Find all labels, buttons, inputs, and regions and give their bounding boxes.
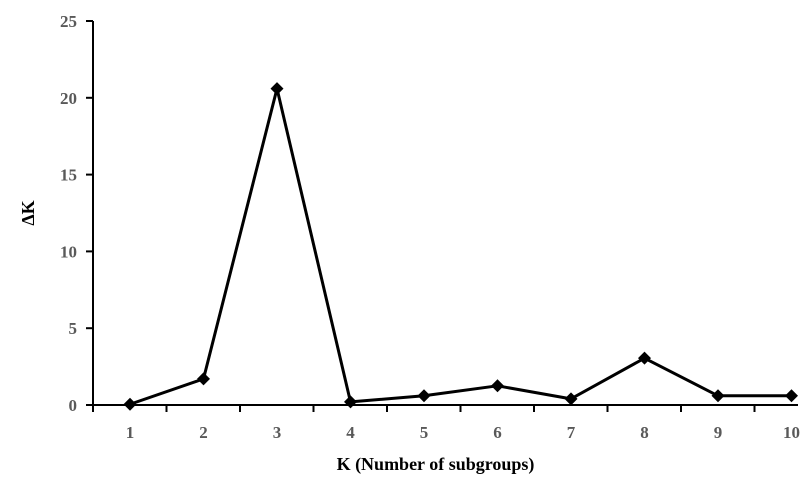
data-point-marker	[270, 82, 284, 96]
data-point-marker	[123, 397, 137, 411]
data-point-marker	[785, 389, 798, 403]
plot-area: 0 5 10 15 20 25 1 2 3 4 5 6 7 8 9 10	[60, 12, 800, 442]
x-tick-label: 8	[640, 423, 649, 442]
data-point-marker	[638, 351, 651, 365]
x-tick-label: 5	[420, 423, 429, 442]
y-axis-title: ΔK	[18, 200, 38, 225]
data-point-marker	[197, 372, 210, 386]
data-point-marker	[564, 392, 578, 406]
y-tick-label: 0	[69, 396, 78, 415]
data-point-marker	[491, 379, 504, 393]
series-line	[129, 87, 792, 406]
x-tick-label: 2	[199, 423, 208, 442]
x-tick-label: 4	[346, 423, 355, 442]
y-tick-label: 15	[60, 166, 77, 185]
x-tick-label: 10	[783, 423, 800, 442]
x-tick-label: 1	[126, 423, 135, 442]
y-axis-ticks: 0 5 10 15 20 25	[60, 12, 93, 415]
x-axis-title: K (Number of subgroups)	[337, 454, 535, 475]
y-tick-label: 10	[60, 242, 77, 261]
x-tick-label: 7	[567, 423, 576, 442]
series-layer	[123, 82, 798, 411]
y-tick-label: 20	[60, 89, 77, 108]
y-tick-label: 5	[69, 319, 78, 338]
data-point-marker	[417, 389, 431, 403]
x-tick-label: 3	[273, 423, 282, 442]
x-tick-label: 6	[493, 423, 502, 442]
data-point-marker	[711, 389, 725, 403]
y-tick-label: 25	[60, 12, 77, 31]
data-point-marker	[344, 395, 357, 409]
x-tick-label: 9	[714, 423, 723, 442]
x-axis-ticks: 1 2 3 4 5 6 7 8 9 10	[92, 405, 800, 442]
